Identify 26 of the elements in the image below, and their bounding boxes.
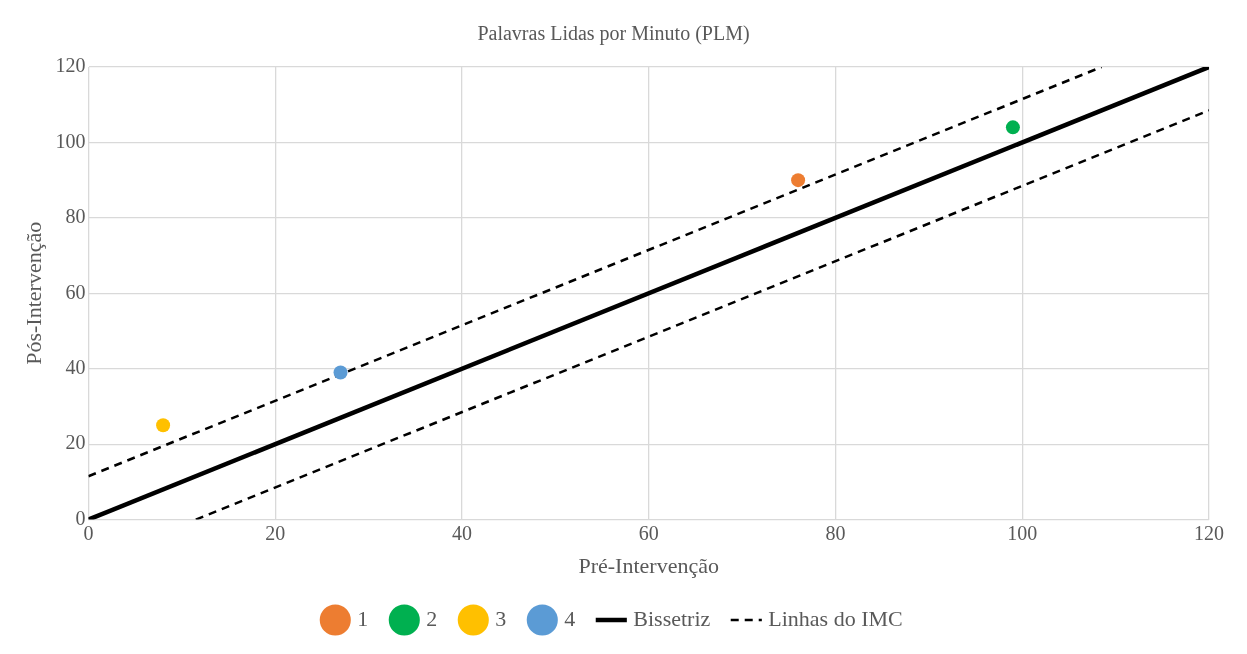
y-axis-title: Pós-Intervenção bbox=[20, 221, 46, 365]
legend-label: 2 bbox=[426, 605, 438, 631]
x-tick-label: 40 bbox=[451, 521, 472, 544]
x-tick-label: 120 bbox=[1194, 521, 1224, 544]
y-tick-label: 60 bbox=[65, 280, 86, 303]
y-tick-label: 0 bbox=[75, 506, 86, 529]
x-tick-label: 20 bbox=[265, 521, 286, 544]
x-tick-label: 60 bbox=[638, 521, 659, 544]
legend-label: 3 bbox=[495, 605, 507, 631]
x-tick-label: 100 bbox=[1007, 521, 1038, 544]
y-tick-label: 120 bbox=[55, 54, 86, 77]
legend-label: Bissetriz bbox=[633, 605, 711, 631]
y-tick-label: 80 bbox=[65, 205, 86, 228]
point bbox=[791, 173, 806, 188]
y-tick-label: 40 bbox=[65, 355, 86, 378]
point bbox=[1005, 120, 1020, 135]
legend-label: 4 bbox=[564, 605, 576, 631]
legend-label: 1 bbox=[357, 605, 369, 631]
point bbox=[333, 365, 348, 380]
legend-label: Linhas do IMC bbox=[768, 605, 903, 631]
x-tick-label: 80 bbox=[825, 521, 846, 544]
x-axis-title: Pré-Intervenção bbox=[578, 552, 719, 578]
chart-title: Palavras Lidas por Minuto (PLM) bbox=[477, 22, 750, 46]
y-tick-label: 100 bbox=[55, 129, 86, 152]
y-tick-label: 20 bbox=[65, 431, 86, 454]
point bbox=[156, 418, 171, 433]
